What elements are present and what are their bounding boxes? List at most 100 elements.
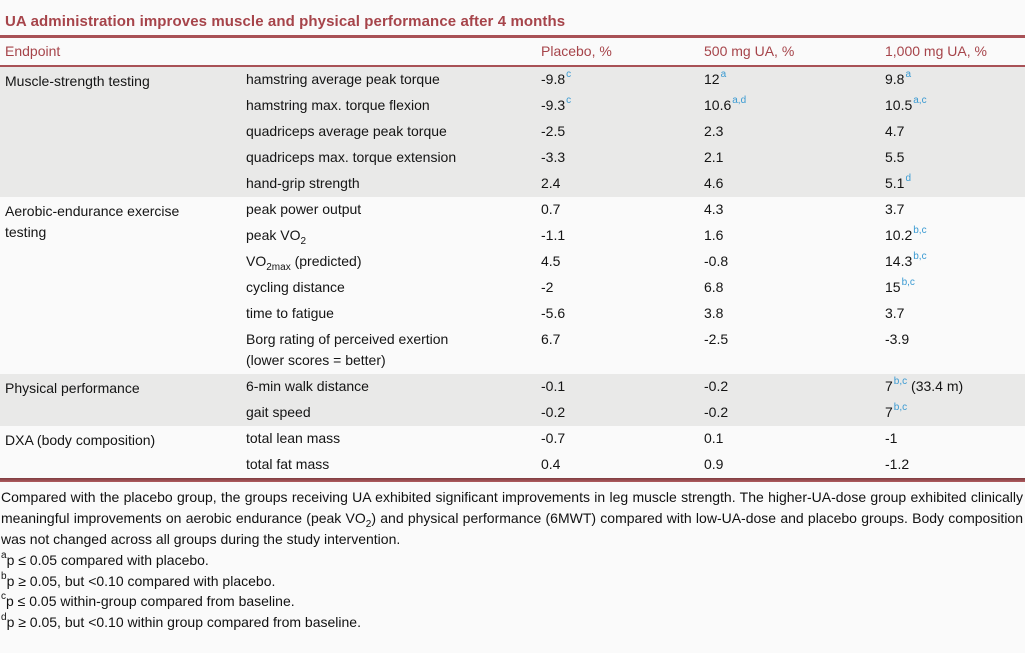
value-cell: 2.3 bbox=[704, 123, 724, 139]
value-cell: 6.8 bbox=[704, 279, 724, 295]
endpoint-cell: hamstring max. torque flexion bbox=[246, 97, 430, 113]
value-cell: 4.3 bbox=[704, 201, 724, 217]
endpoint-cell: Borg rating of perceived exertion (lower… bbox=[246, 331, 449, 368]
endpoint-cell: cycling distance bbox=[246, 279, 345, 295]
value-cell: 6.7 bbox=[541, 331, 561, 347]
value-cell: -1.2 bbox=[885, 456, 910, 472]
table-row: time to fatigue -5.6 3.8 3.7 bbox=[241, 301, 1025, 327]
value-cell: 5.1d bbox=[885, 173, 912, 191]
footnote-marker: c bbox=[1, 591, 6, 603]
table-section: Muscle-strength testing hamstring average… bbox=[0, 67, 1025, 197]
endpoint-cell: peak VO2 bbox=[246, 227, 307, 247]
value-cell: -1 bbox=[885, 430, 898, 446]
header-placebo: Placebo, % bbox=[541, 43, 612, 59]
table-row: quadriceps average peak torque -2.5 2.3 4.7 bbox=[241, 119, 1025, 145]
value-cell: -2.5 bbox=[541, 123, 566, 139]
table-row: VO2max (predicted) 4.5 -0.8 14.3b,c bbox=[241, 249, 1025, 275]
value-cell: 9.8a bbox=[885, 69, 912, 87]
significance-marker: b,c bbox=[901, 277, 915, 289]
caption: Compared with the placebo group, the gro… bbox=[1, 489, 1023, 547]
table-section: Physical performance 6-min walk distance -… bbox=[0, 374, 1025, 426]
endpoint-cell: quadriceps max. torque extension bbox=[246, 149, 457, 165]
significance-marker: d bbox=[905, 173, 912, 185]
header-500mg: 500 mg UA, % bbox=[704, 43, 795, 59]
table-row: hand-grip strength 2.4 4.6 5.1d bbox=[241, 171, 1025, 197]
endpoint-cell: gait speed bbox=[246, 404, 311, 420]
value-cell: 7b,c (33.4 m) bbox=[885, 376, 964, 394]
value-cell: 14.3b,c bbox=[885, 251, 927, 269]
title-rule bbox=[0, 35, 1025, 38]
value-cell: 0.1 bbox=[704, 430, 724, 446]
value-cell: -3.9 bbox=[885, 331, 910, 347]
value-cell: -9.8c bbox=[541, 69, 572, 87]
table-header-row: Endpoint Placebo, % 500 mg UA, % 1,000 m… bbox=[0, 38, 1025, 65]
significance-marker: a bbox=[905, 69, 912, 81]
significance-marker: c bbox=[566, 95, 572, 107]
header-1000mg: 1,000 mg UA, % bbox=[885, 43, 987, 59]
value-cell: 7b,c bbox=[885, 402, 908, 420]
value-cell: 1.6 bbox=[704, 227, 724, 243]
value-cell: -0.1 bbox=[541, 378, 566, 394]
value-cell: 5.5 bbox=[885, 149, 905, 165]
group-label: DXA (body composition) bbox=[5, 432, 156, 448]
value-cell: 10.6a,d bbox=[704, 95, 747, 113]
footnote-line: cp ≤ 0.05 within-group compared from bas… bbox=[1, 591, 295, 609]
table-row: quadriceps max. torque extension -3.3 2.1 5… bbox=[241, 145, 1025, 171]
value-cell: -0.7 bbox=[541, 430, 566, 446]
significance-marker: b,c bbox=[913, 251, 927, 263]
table-row: peak power output 0.7 4.3 3.7 bbox=[241, 197, 1025, 223]
value-cell: 4.5 bbox=[541, 253, 561, 269]
significance-marker: a,d bbox=[732, 95, 747, 107]
endpoint-cell: quadriceps average peak torque bbox=[246, 123, 447, 139]
value-cell: 15b,c bbox=[885, 277, 915, 295]
table-row: total lean mass -0.7 0.1 -1 bbox=[241, 426, 1025, 452]
table-row: gait speed -0.2 -0.2 7b,c bbox=[241, 400, 1025, 426]
footnote-marker: a bbox=[1, 550, 7, 562]
header-rule bbox=[0, 65, 1025, 67]
value-cell: -0.2 bbox=[704, 404, 729, 420]
header-endpoint: Endpoint bbox=[5, 43, 61, 59]
footnote-line: bp ≥ 0.05, but <0.10 compared with place… bbox=[1, 570, 276, 589]
footnote-line: dp ≥ 0.05, but <0.10 within group compar… bbox=[1, 611, 361, 630]
significance-marker: b,c bbox=[913, 225, 927, 237]
value-cell: 0.7 bbox=[541, 201, 561, 217]
value-cell: -2 bbox=[541, 279, 554, 295]
value-cell: 4.7 bbox=[885, 123, 905, 139]
value-cell: 3.8 bbox=[704, 305, 724, 321]
value-cell: -1.1 bbox=[541, 227, 566, 243]
table-section: DXA (body composition) total lean mass -0.… bbox=[0, 426, 1025, 478]
footnote-marker: d bbox=[1, 611, 7, 623]
value-cell: 10.2b,c bbox=[885, 225, 927, 243]
group-label: Physical performance bbox=[5, 380, 140, 396]
endpoint-cell: VO2max (predicted) bbox=[246, 253, 362, 273]
value-cell: -2.5 bbox=[704, 331, 729, 347]
value-cell: 2.1 bbox=[704, 149, 724, 165]
significance-marker: c bbox=[566, 69, 572, 81]
table-row: cycling distance -2 6.8 15b,c bbox=[241, 275, 1025, 301]
significance-marker: b,c bbox=[893, 402, 908, 414]
endpoint-cell: hand-grip strength bbox=[246, 175, 360, 191]
footnotes: ap ≤ 0.05 compared with placebo. bp ≥ 0.0… bbox=[0, 550, 1025, 632]
table-row: total fat mass 0.4 0.9 -1.2 bbox=[241, 452, 1025, 478]
footnote-marker: b bbox=[1, 570, 7, 582]
table-row: hamstring max. torque flexion -9.3c 10.6a,… bbox=[241, 93, 1025, 119]
value-cell: -0.2 bbox=[541, 404, 566, 420]
value-cell: -0.8 bbox=[704, 253, 729, 269]
value-cell: 0.4 bbox=[541, 456, 561, 472]
endpoint-cell: 6-min walk distance bbox=[246, 378, 369, 394]
table-row: hamstring average peak torque -9.8c 12a 9.8… bbox=[241, 67, 1025, 93]
group-label: Aerobic-endurance exercise testing bbox=[5, 203, 180, 240]
value-cell: 3.7 bbox=[885, 305, 905, 321]
group-label: Muscle-strength testing bbox=[5, 73, 150, 89]
table-row: Borg rating of perceived exertion (lower… bbox=[241, 327, 1025, 374]
header-spacer bbox=[241, 43, 535, 59]
value-cell: -9.3c bbox=[541, 95, 572, 113]
bottom-rule bbox=[0, 478, 1025, 482]
value-cell: 0.9 bbox=[704, 456, 724, 472]
endpoint-cell: hamstring average peak torque bbox=[246, 71, 440, 87]
endpoint-cell: peak power output bbox=[246, 201, 362, 217]
endpoint-cell: total fat mass bbox=[246, 456, 330, 472]
table-row: 6-min walk distance -0.1 -0.2 7b,c (33.4 m) bbox=[241, 374, 1025, 400]
value-cell: -3.3 bbox=[541, 149, 566, 165]
